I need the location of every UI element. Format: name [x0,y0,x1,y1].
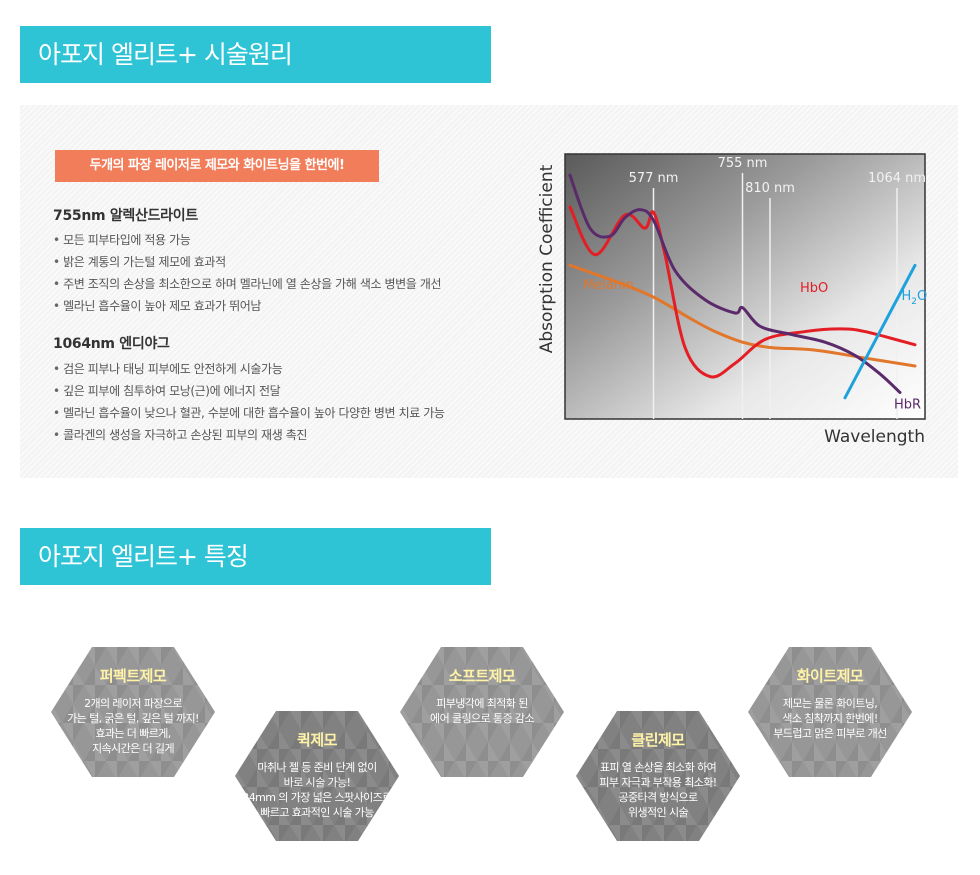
series-label-h2o: H2O [902,289,928,307]
bullet-item: 검은 피부나 태닝 피부에도 안전하게 시술가능 [53,358,445,380]
feature-title: 클린제모 [631,731,685,749]
bullet-item: 모든 피부타입에 적용 가능 [53,229,441,251]
x-axis-label: Wavelength [824,427,925,447]
feature-desc: 2개의 레이저 파장으로 가는 털, 굵은 털, 깊은 털 까지! 효과는 더 … [67,697,199,755]
feature-desc: 피부냉각에 최적화 된 에어 쿨링으로 통증 감소 [430,697,534,725]
section-header-features: 아포지 엘리트+ 특징 [20,528,491,585]
feature-hex-clean: 클린제모 표피 열 손상을 최소화 하여 피부 자극과 부작용 최소화! 공중타… [576,711,740,841]
feature-title: 화이트제모 [796,667,864,685]
marker-label: 755 nm [718,156,768,171]
marker-label: 577 nm [629,171,679,186]
feature-hex-quick: 퀵제모 마취나 젤 등 준비 단계 없이 바로 시술 가능! 24mm 의 가장… [235,711,399,841]
feature-title: 퀵제모 [297,731,337,749]
series-label-hbr: HbR [894,397,921,412]
series-label-hbo: HbO [800,281,828,296]
marker-label: 1064 nm [868,171,926,186]
feature-desc: 마취나 젤 등 준비 단계 없이 바로 시술 가능! 24mm 의 가장 넓은 … [242,761,392,819]
bullet-item: 깊은 피부에 침투하여 모낭(근)에 에너지 전달 [53,380,445,402]
alexandrite-bullets: 모든 피부타입에 적용 가능 밝은 계통의 가는털 제모에 효과적 주변 조직의… [53,229,441,317]
series-label-melanin: Melanin [583,278,634,293]
absorption-chart: 577 nm 755 nm 810 nm 1064 nm Melanin HbO HbR H… [532,149,942,449]
marker-label: 810 nm [745,181,795,196]
dual-wavelength-banner: 두개의 파장 레이저로 제모와 화이트닝을 한번에! [55,150,379,182]
bullet-item: 멜라닌 흡수율이 높아 제모 효과가 뛰어남 [53,295,441,317]
section-header-principle: 아포지 엘리트+ 시술원리 [20,26,491,83]
feature-hex-white: 화이트제모 제모는 물론 화이트닝, 색소 침착까지 한번에! 부드럽고 맑은 … [748,647,912,777]
feature-desc: 표피 열 손상을 최소화 하여 피부 자극과 부작용 최소화! 공중타격 방식으… [599,761,717,819]
feature-hex-soft: 소프트제모 피부냉각에 최적화 된 에어 쿨링으로 통증 감소 [400,647,564,777]
ndyag-title: 1064nm 엔디야그 [53,336,170,352]
bullet-item: 멜라닌 흡수율이 낮으나 혈관, 수분에 대한 흡수율이 높아 다양한 병변 치… [53,402,445,424]
bullet-item: 밝은 계통의 가는털 제모에 효과적 [53,251,441,273]
feature-hex-perfect: 퍼펙트제모 2개의 레이저 파장으로 가는 털, 굵은 털, 깊은 털 까지! … [51,647,215,777]
bullet-item: 콜라겐의 생성을 자극하고 손상된 피부의 재생 촉진 [53,424,445,446]
alexandrite-title: 755nm 알렉산드라이트 [53,208,198,224]
bullet-item: 주변 조직의 손상을 최소한으로 하며 멜라닌에 열 손상을 가해 색소 병변을… [53,273,441,295]
feature-desc: 제모는 물론 화이트닝, 색소 침착까지 한번에! 부드럽고 맑은 피부로 개선 [773,697,887,740]
series-line-h2o [843,263,917,400]
feature-title: 소프트제모 [448,667,516,685]
absorption-chart-svg: 577 nm 755 nm 810 nm 1064 nm Melanin HbO HbR H… [537,153,928,447]
feature-title: 퍼펙트제모 [99,667,167,685]
principle-panel: 두개의 파장 레이저로 제모와 화이트닝을 한번에! 755nm 알렉산드라이트… [20,105,958,478]
ndyag-bullets: 검은 피부나 태닝 피부에도 안전하게 시술가능 깊은 피부에 침투하여 모낭(… [53,358,445,446]
y-axis-label: Absorption Coefficient [537,164,557,353]
series-line-melanin [568,263,917,368]
series-line-hbr [568,173,902,394]
